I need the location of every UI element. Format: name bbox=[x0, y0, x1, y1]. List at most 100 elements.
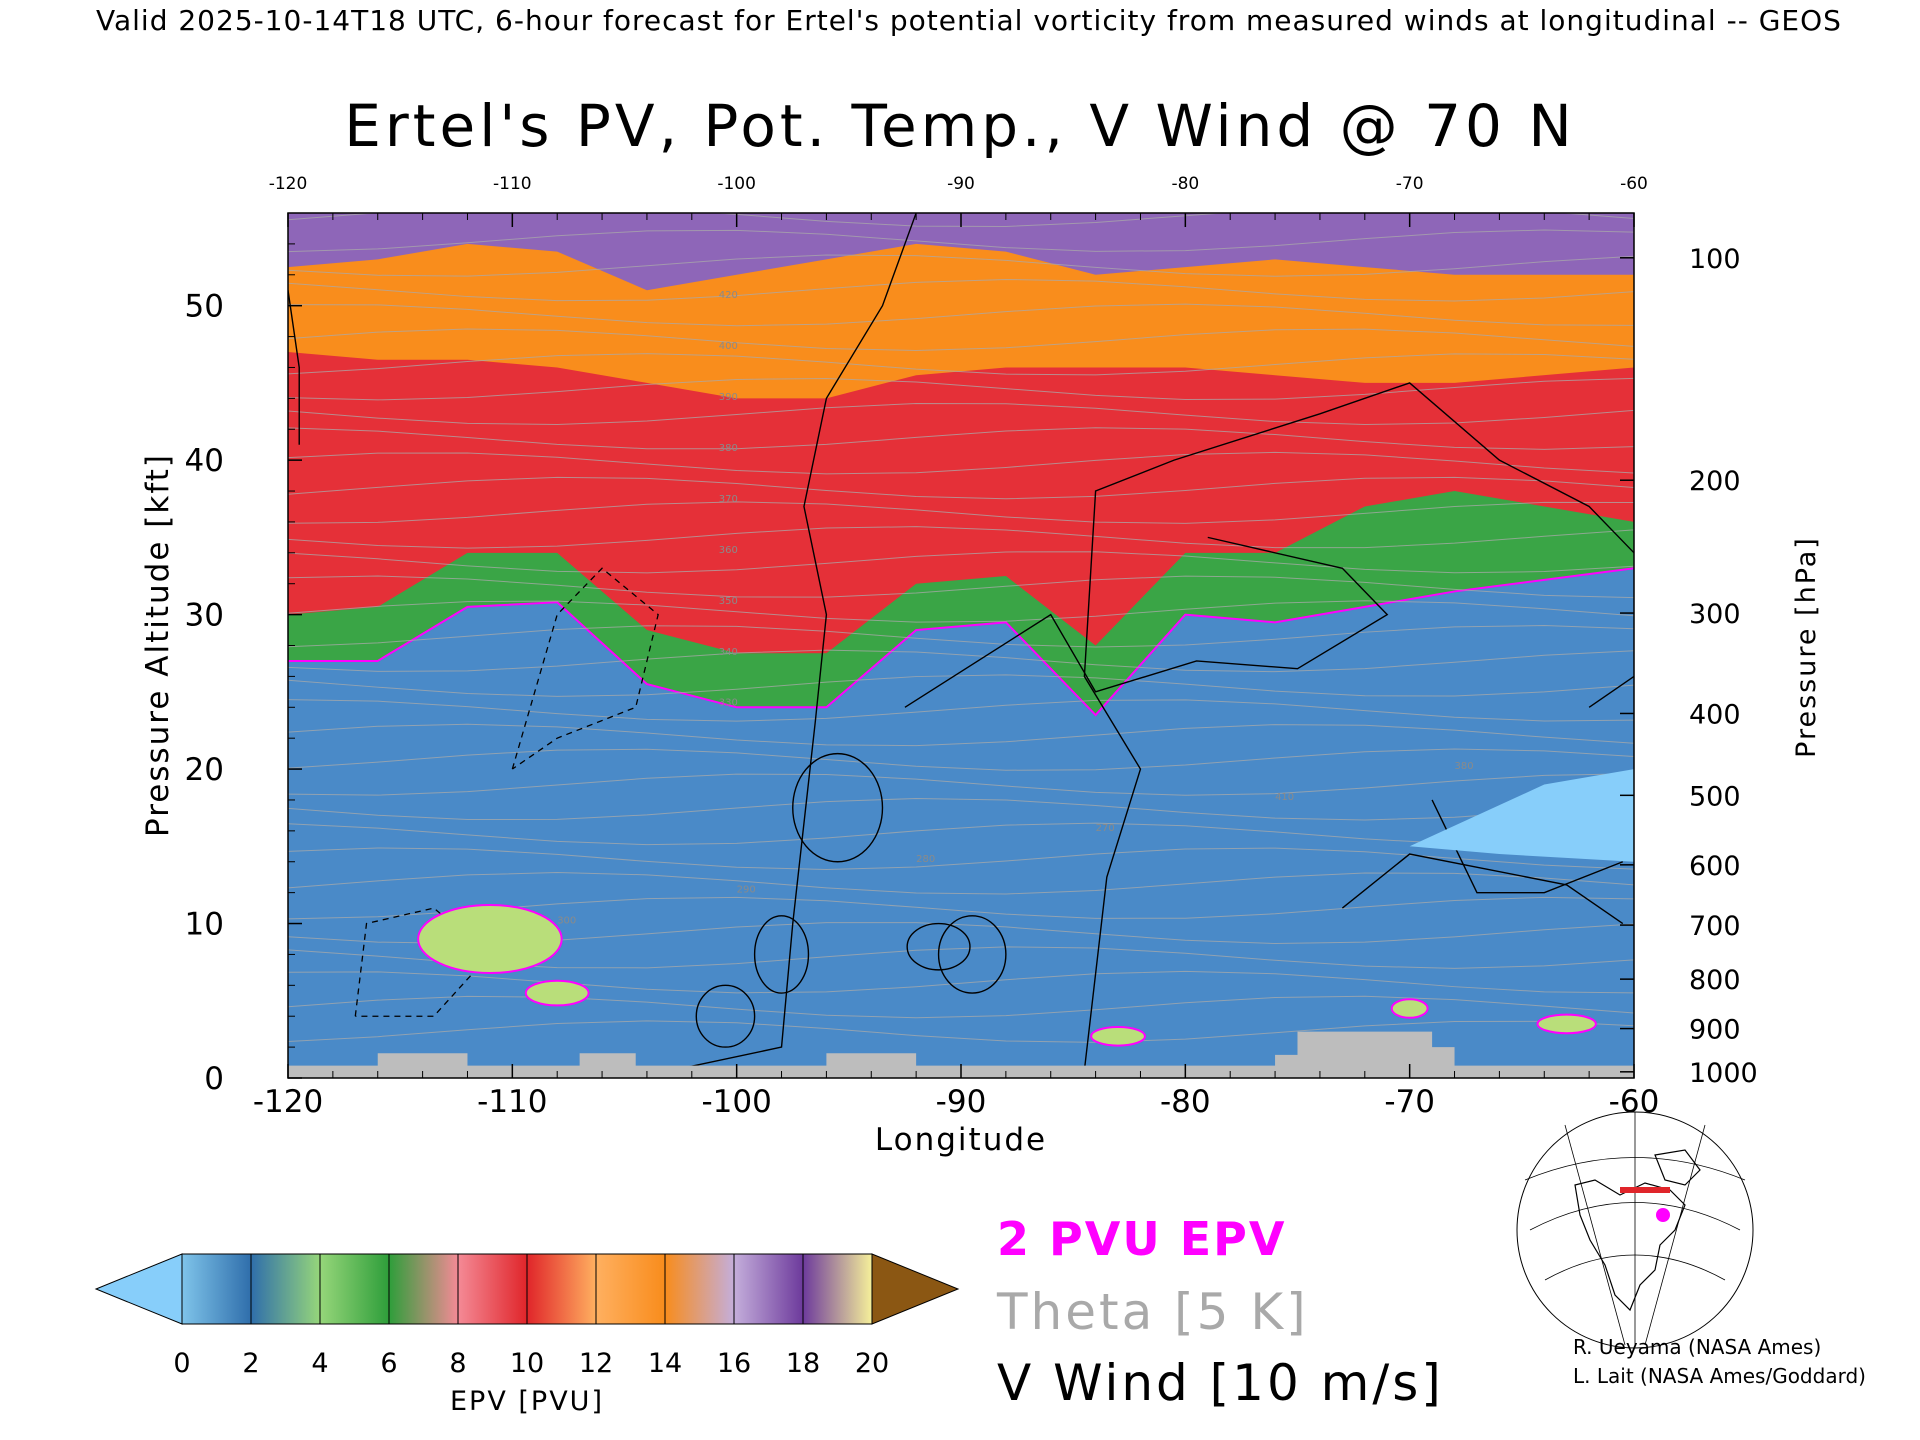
header-valid-time: Valid 2025-10-14T18 UTC, 6-hour forecast… bbox=[96, 4, 1842, 37]
legend-vwind: V Wind [10 m/s] bbox=[997, 1354, 1444, 1412]
x-tick-label-top: -70 bbox=[1396, 174, 1424, 194]
wind-contour bbox=[1083, 382, 1634, 1071]
theta-contour bbox=[288, 353, 1634, 376]
colorbar-tick-label: 18 bbox=[786, 1348, 820, 1379]
theta-contour bbox=[288, 773, 1634, 796]
epv-blob bbox=[1090, 1026, 1146, 1047]
theta-label: 300 bbox=[557, 916, 576, 927]
theta-contour bbox=[288, 674, 1634, 697]
theta-contour bbox=[288, 328, 1634, 351]
x-tick-label-bottom: -120 bbox=[253, 1084, 323, 1120]
colorbar: 0 2 4 6 8 10 12 14 16 18 20 bbox=[94, 1253, 960, 1379]
axes: -120 -110 -100 -90 -80 -70 -60 -120 -110 -100 -90 -… bbox=[185, 174, 1758, 1120]
y-tick-label-right: 200 bbox=[1689, 466, 1741, 497]
x-tick-label-top: -80 bbox=[1171, 174, 1199, 194]
theta-label: 330 bbox=[719, 698, 738, 709]
colorbar-tick-label: 2 bbox=[242, 1348, 259, 1379]
x-tick-label-bottom: -60 bbox=[1609, 1084, 1660, 1120]
theta-contour bbox=[288, 402, 1634, 426]
theta-contour bbox=[288, 1020, 1634, 1043]
theta-label: 270 bbox=[1096, 823, 1115, 834]
colorbar-tick-label: 16 bbox=[717, 1348, 751, 1379]
colorbar-tick-label: 14 bbox=[648, 1348, 682, 1379]
x-tick-label-top: -100 bbox=[717, 174, 756, 194]
y-tick-label-right: 400 bbox=[1689, 699, 1741, 730]
theta-label: 380 bbox=[1455, 761, 1474, 772]
chart-title: Ertel's PV, Pot. Temp., V Wind @ 70 N bbox=[344, 92, 1576, 160]
y-tick-label-right: 800 bbox=[1689, 965, 1741, 996]
colorbar-tick-label: 10 bbox=[510, 1348, 544, 1379]
wind-contour bbox=[1588, 675, 1634, 708]
theta-contour bbox=[288, 254, 1634, 277]
epv-blob bbox=[1536, 1013, 1597, 1035]
wind-contour bbox=[904, 536, 1389, 708]
x-axis-label: Longitude bbox=[875, 1122, 1047, 1158]
terrain bbox=[288, 1031, 1634, 1078]
y-axis-label-right: Pressure [hPa] bbox=[1791, 536, 1822, 758]
y-tick-label-left: 50 bbox=[185, 289, 224, 325]
y-tick-label-right: 500 bbox=[1689, 781, 1741, 812]
theta-contour bbox=[288, 970, 1634, 994]
wind-contour-closed bbox=[906, 922, 971, 971]
theta-label: 390 bbox=[719, 392, 738, 403]
credit-line-2: L. Lait (NASA Ames/Goddard) bbox=[1573, 1364, 1866, 1388]
low-pv-patch bbox=[1409, 769, 1634, 862]
theta-contour bbox=[288, 526, 1634, 549]
y-tick-label-left: 10 bbox=[185, 907, 224, 943]
theta-contour bbox=[288, 847, 1634, 870]
epv-blob bbox=[524, 979, 590, 1007]
y-tick-label-left: 30 bbox=[185, 598, 224, 634]
x-tick-label-bottom: -90 bbox=[936, 1084, 987, 1120]
wind-contour-closed bbox=[792, 752, 884, 863]
theta-contour bbox=[288, 625, 1634, 648]
wind-contour-closed bbox=[937, 915, 1007, 994]
theta-contour bbox=[288, 551, 1634, 574]
theta-contour bbox=[288, 748, 1634, 771]
legend-theta: Theta [5 K] bbox=[997, 1283, 1309, 1341]
x-tick-label-top: -60 bbox=[1620, 174, 1648, 194]
theta-contour bbox=[288, 451, 1634, 475]
y-tick-label-left: 0 bbox=[204, 1061, 224, 1097]
theta-contour bbox=[288, 501, 1634, 524]
theta-contour bbox=[288, 822, 1634, 846]
y-tick-label-right: 700 bbox=[1689, 911, 1741, 942]
theta-contour bbox=[288, 575, 1634, 599]
colorbar-tick-label: 12 bbox=[579, 1348, 613, 1379]
theta-label: 410 bbox=[1275, 792, 1294, 803]
colorbar-under-triangle bbox=[94, 1253, 183, 1325]
theta-contour bbox=[288, 995, 1634, 1019]
y-tick-label-right: 1000 bbox=[1689, 1058, 1758, 1089]
pv2-contour bbox=[288, 567, 1634, 717]
theta-contour bbox=[288, 699, 1634, 722]
theta-contours: 420 400 390 380 370 360 350 340 330 300 290 280 270 4… bbox=[288, 213, 1634, 1043]
y-tick-label-left: 40 bbox=[185, 443, 224, 479]
theta-label: 290 bbox=[737, 885, 756, 896]
theta-contour bbox=[288, 427, 1634, 450]
epv-blob bbox=[1390, 998, 1429, 1019]
colorbar-over-triangle bbox=[871, 1253, 960, 1325]
x-tick-label-bottom: -100 bbox=[701, 1084, 771, 1120]
y-tick-label-right: 300 bbox=[1689, 599, 1741, 630]
y-tick-label-left: 20 bbox=[185, 752, 224, 788]
wind-contour-closed bbox=[753, 915, 810, 994]
y-tick-label-right: 600 bbox=[1689, 851, 1741, 882]
theta-label: 400 bbox=[719, 341, 738, 352]
epv-layers bbox=[288, 213, 1634, 1078]
theta-contour bbox=[288, 278, 1634, 302]
colorbar-tick-label: 4 bbox=[311, 1348, 328, 1379]
wind-contour bbox=[1341, 853, 1624, 925]
theta-contour bbox=[288, 303, 1634, 327]
x-tick-label-bottom: -80 bbox=[1160, 1084, 1211, 1120]
theta-label: 360 bbox=[719, 545, 738, 556]
theta-contour bbox=[288, 723, 1634, 747]
theta-label: 340 bbox=[719, 647, 738, 658]
colorbar-tick-label: 0 bbox=[173, 1348, 190, 1379]
epv-layer-troposphere bbox=[288, 568, 1634, 1078]
epv-blobs bbox=[417, 769, 1634, 1047]
y-tick-label-right: 900 bbox=[1689, 1015, 1741, 1046]
wind-contour bbox=[658, 213, 917, 1075]
locator-map bbox=[1516, 1111, 1754, 1349]
colorbar-label: EPV [PVU] bbox=[450, 1386, 604, 1417]
theta-label: 280 bbox=[916, 854, 935, 865]
